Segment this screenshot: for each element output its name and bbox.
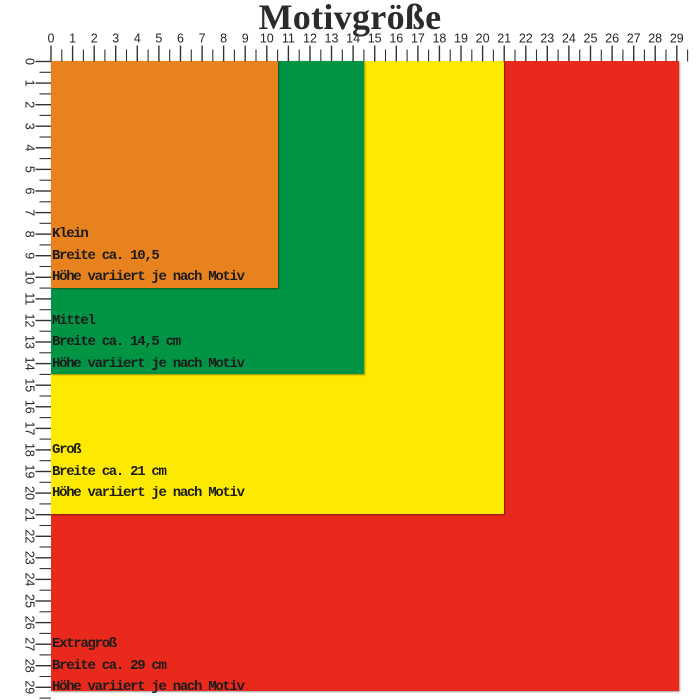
svg-text:20: 20 bbox=[23, 486, 37, 500]
svg-text:15: 15 bbox=[368, 32, 382, 46]
svg-text:11: 11 bbox=[282, 32, 295, 46]
svg-text:5: 5 bbox=[23, 166, 37, 173]
svg-text:26: 26 bbox=[605, 32, 619, 46]
svg-text:7: 7 bbox=[23, 209, 37, 216]
svg-text:20: 20 bbox=[476, 32, 490, 46]
svg-text:3: 3 bbox=[23, 123, 37, 130]
svg-text:2: 2 bbox=[91, 32, 98, 46]
svg-text:16: 16 bbox=[23, 400, 37, 414]
svg-text:15: 15 bbox=[23, 378, 37, 392]
svg-text:10: 10 bbox=[260, 32, 274, 46]
svg-text:22: 22 bbox=[519, 32, 533, 46]
svg-text:10: 10 bbox=[23, 270, 37, 284]
svg-text:17: 17 bbox=[23, 421, 37, 435]
svg-text:14: 14 bbox=[346, 32, 360, 46]
svg-text:2: 2 bbox=[23, 101, 37, 108]
svg-text:23: 23 bbox=[540, 32, 554, 46]
svg-text:22: 22 bbox=[23, 529, 37, 543]
svg-text:8: 8 bbox=[23, 231, 37, 238]
svg-text:3: 3 bbox=[112, 32, 119, 46]
svg-text:6: 6 bbox=[177, 32, 184, 46]
svg-text:21: 21 bbox=[497, 32, 511, 46]
svg-text:24: 24 bbox=[562, 32, 576, 46]
svg-text:28: 28 bbox=[23, 659, 37, 673]
svg-text:0: 0 bbox=[23, 58, 37, 65]
svg-text:12: 12 bbox=[23, 314, 37, 328]
svg-text:25: 25 bbox=[584, 32, 598, 46]
svg-text:1: 1 bbox=[69, 32, 76, 46]
svg-text:23: 23 bbox=[23, 551, 37, 565]
svg-text:27: 27 bbox=[627, 32, 641, 46]
svg-text:4: 4 bbox=[23, 144, 37, 151]
svg-text:13: 13 bbox=[325, 32, 339, 46]
svg-text:0: 0 bbox=[48, 32, 55, 46]
svg-text:5: 5 bbox=[155, 32, 162, 46]
svg-text:7: 7 bbox=[199, 32, 206, 46]
svg-text:28: 28 bbox=[648, 32, 662, 46]
svg-text:11: 11 bbox=[23, 292, 37, 305]
svg-text:17: 17 bbox=[411, 32, 425, 46]
svg-text:26: 26 bbox=[23, 616, 37, 630]
svg-text:29: 29 bbox=[670, 32, 684, 46]
svg-text:9: 9 bbox=[23, 252, 37, 259]
svg-text:18: 18 bbox=[23, 443, 37, 457]
svg-text:16: 16 bbox=[389, 32, 403, 46]
svg-text:25: 25 bbox=[23, 594, 37, 608]
svg-text:13: 13 bbox=[23, 335, 37, 349]
svg-text:24: 24 bbox=[23, 572, 37, 586]
svg-text:12: 12 bbox=[303, 32, 317, 46]
svg-text:1: 1 bbox=[23, 80, 37, 87]
svg-text:4: 4 bbox=[134, 32, 141, 46]
svg-text:14: 14 bbox=[23, 357, 37, 371]
svg-text:19: 19 bbox=[23, 465, 37, 479]
svg-text:27: 27 bbox=[23, 637, 37, 651]
svg-text:9: 9 bbox=[242, 32, 249, 46]
svg-text:8: 8 bbox=[220, 32, 227, 46]
svg-text:21: 21 bbox=[23, 508, 37, 522]
svg-text:19: 19 bbox=[454, 32, 468, 46]
svg-text:6: 6 bbox=[23, 188, 37, 195]
svg-text:29: 29 bbox=[23, 680, 37, 694]
svg-text:18: 18 bbox=[432, 32, 446, 46]
